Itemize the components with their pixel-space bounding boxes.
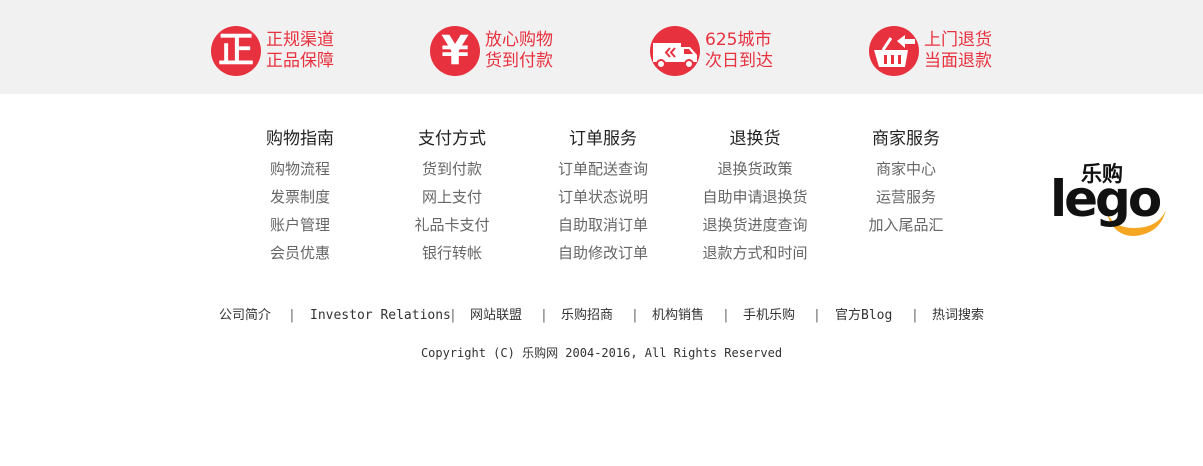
footer-column-shopping-guide: 购物指南 购物流程 发票制度 账户管理 会员优惠 [225, 127, 375, 267]
column-link[interactable]: 自助取消订单 [557, 216, 648, 234]
copyright: Copyright (C) 乐购网 2004-2016, All Rights … [420, 346, 783, 360]
guarantee-line1: 放心购物 [485, 30, 553, 50]
guarantee-line1: 上门退货 [924, 30, 992, 50]
authentic-icon: 正 [211, 26, 261, 76]
return-basket-icon [869, 26, 919, 76]
separator: | [449, 308, 457, 323]
footer-link-blog[interactable]: 官方Blog [835, 308, 893, 323]
guarantee-line2: 货到付款 [485, 51, 553, 71]
column-link[interactable]: 退换货政策 [717, 160, 793, 178]
column-link[interactable]: 购物流程 [269, 160, 330, 178]
footer-link-about[interactable]: 公司简介 [219, 308, 272, 323]
column-link[interactable]: 商家中心 [875, 160, 936, 178]
guarantee-band: 正 正规渠道 正品保障 ¥ 放心购物 货到付款 625城市 [0, 0, 1203, 94]
separator: | [722, 308, 730, 323]
footer-link-hot-search[interactable]: 热词搜索 [932, 308, 985, 323]
footer-link-corporate[interactable]: 机构销售 [652, 308, 705, 323]
guarantee-home-return[interactable]: 上门退货 当面退款 [869, 26, 992, 76]
guarantee-line2: 当面退款 [924, 51, 992, 71]
column-title: 支付方式 [418, 129, 486, 149]
column-title: 退换货 [729, 129, 781, 149]
guarantee-authentic[interactable]: 正 正规渠道 正品保障 [211, 26, 334, 76]
footer-column-order-service: 订单服务 订单配送查询 订单状态说明 自助取消订单 自助修改订单 [528, 127, 678, 267]
footer-link-merchant[interactable]: 乐购招商 [561, 308, 614, 323]
logo-cn-text: 乐购 [1081, 162, 1123, 186]
separator: | [911, 308, 919, 323]
separator: | [813, 308, 821, 323]
column-title: 订单服务 [569, 129, 637, 149]
footer-links: 公司简介 | Investor Relations | 网站联盟 | 乐购招商 … [0, 306, 1203, 326]
footer-column-merchant: 商家服务 商家中心 运营服务 加入尾品汇 [831, 127, 981, 239]
separator: | [288, 308, 296, 323]
separator: | [631, 308, 639, 323]
column-title: 商家服务 [872, 129, 940, 149]
column-link[interactable]: 账户管理 [269, 216, 330, 234]
footer-link-mobile[interactable]: 手机乐购 [743, 308, 796, 323]
guarantee-line2: 次日到达 [705, 51, 773, 71]
delivery-truck-icon [650, 26, 700, 76]
guarantee-cod[interactable]: ¥ 放心购物 货到付款 [430, 26, 553, 76]
column-link[interactable]: 订单状态说明 [557, 188, 648, 206]
column-link[interactable]: 网上支付 [421, 188, 482, 206]
logo-en-text: lego [1050, 170, 1161, 228]
separator: | [540, 308, 548, 323]
guarantee-next-day[interactable]: 625城市 次日到达 [650, 26, 773, 76]
yuan-icon: ¥ [430, 26, 480, 76]
guarantee-line1: 正规渠道 [266, 30, 334, 50]
guarantee-line2: 正品保障 [266, 51, 334, 71]
footer-link-affiliate[interactable]: 网站联盟 [470, 308, 523, 323]
footer-link-investor[interactable]: Investor Relations [310, 308, 451, 323]
column-link[interactable]: 自助修改订单 [557, 244, 648, 262]
guarantee-line1: 625城市 [705, 30, 772, 50]
column-link[interactable]: 货到付款 [421, 160, 482, 178]
footer-column-payment: 支付方式 货到付款 网上支付 礼品卡支付 银行转帐 [377, 127, 527, 267]
footer-column-returns: 退换货 退换货政策 自助申请退换货 退换货进度查询 退款方式和时间 [680, 127, 830, 267]
column-link[interactable]: 退换货进度查询 [702, 216, 808, 234]
column-link[interactable]: 会员优惠 [269, 244, 330, 262]
column-link[interactable]: 自助申请退换货 [702, 188, 808, 206]
column-link[interactable]: 礼品卡支付 [414, 216, 490, 234]
lego-logo[interactable]: 乐购 lego [1050, 158, 1168, 240]
column-link[interactable]: 退款方式和时间 [702, 244, 808, 262]
column-link[interactable]: 运营服务 [875, 188, 936, 206]
column-link[interactable]: 银行转帐 [421, 244, 482, 262]
column-link[interactable]: 发票制度 [269, 188, 330, 206]
column-title: 购物指南 [266, 129, 334, 149]
column-link[interactable]: 订单配送查询 [557, 160, 648, 178]
column-link[interactable]: 加入尾品汇 [868, 216, 944, 234]
